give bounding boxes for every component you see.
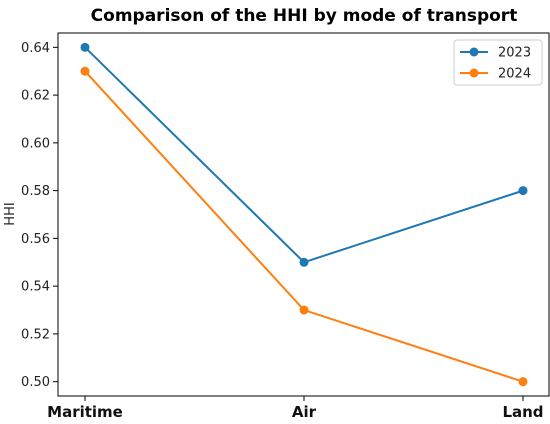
y-tick-label: 0.60 [21, 136, 50, 151]
data-point [80, 66, 90, 76]
data-point [299, 257, 309, 267]
legend-marker [469, 47, 479, 57]
series-line-2024 [84, 70, 524, 383]
y-tick-label: 0.58 [21, 184, 50, 199]
y-tick-label: 0.54 [21, 280, 50, 295]
y-tick-label: 0.50 [21, 375, 50, 390]
legend-label: 2024 [498, 67, 531, 82]
series-lines [80, 42, 528, 387]
data-point [518, 377, 528, 387]
x-axis-ticks: Maritime Air Land [47, 396, 544, 421]
legend-label: 2023 [498, 46, 531, 61]
y-tick-label: 0.56 [21, 232, 50, 247]
y-tick-label: 0.62 [21, 89, 50, 104]
chart-title: Comparison of the HHI by mode of transpo… [91, 6, 518, 26]
y-axis-label: HHI [3, 202, 18, 225]
y-axis-ticks: 0.50 0.52 0.54 0.56 0.58 0.60 0.62 0.64 [21, 41, 58, 390]
data-point [518, 186, 528, 196]
plot-frame [57, 32, 550, 397]
y-tick-label: 0.52 [21, 327, 50, 342]
x-tick-label: Air [292, 403, 317, 421]
data-point [299, 305, 309, 315]
y-tick-label: 0.64 [21, 41, 50, 56]
data-point [80, 42, 90, 52]
x-tick-label: Maritime [47, 403, 123, 421]
legend: 2023 2024 [453, 39, 543, 86]
legend-marker [469, 68, 479, 78]
x-tick-label: Land [502, 403, 543, 421]
axes [57, 32, 550, 397]
